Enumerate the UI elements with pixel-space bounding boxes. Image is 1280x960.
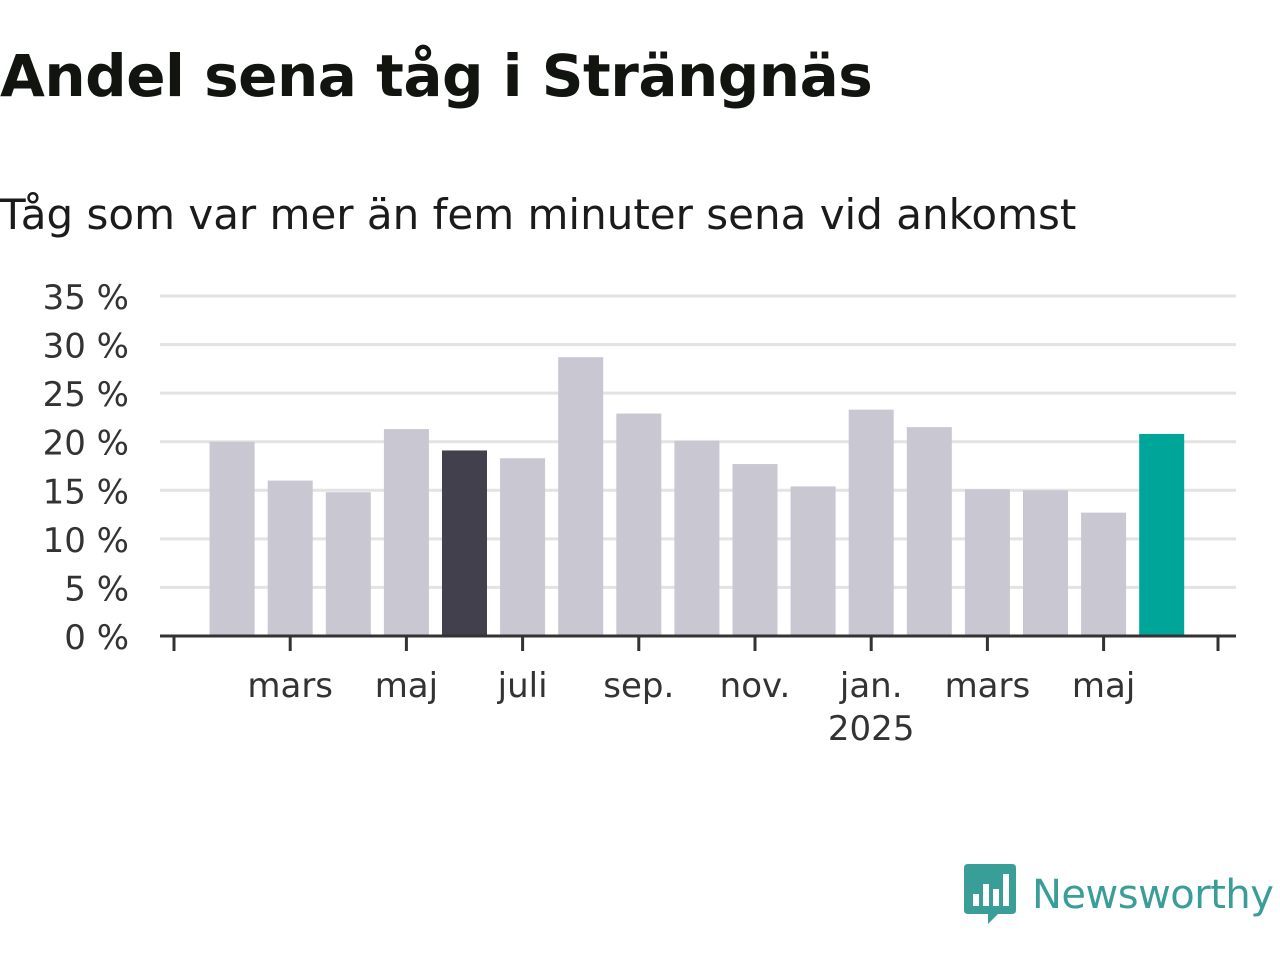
x-tick-label: juli — [497, 666, 548, 706]
chart-title: Andel sena tåg i Strängnäs — [0, 42, 873, 110]
bar — [442, 450, 487, 636]
x-tick-label: nov. — [720, 666, 791, 706]
bar — [1081, 512, 1127, 636]
x-tick-label: mars — [945, 666, 1031, 706]
bar — [616, 413, 662, 636]
x-tick-label: jan. — [839, 666, 903, 706]
y-tick-label: 20 % — [43, 424, 129, 464]
chart-bubble-icon — [964, 864, 1016, 924]
bar — [500, 458, 546, 636]
y-tick-label: 0 % — [64, 618, 129, 658]
bar — [558, 357, 604, 636]
x-tick-label: mars — [247, 666, 333, 706]
bar — [209, 441, 255, 636]
x-tick-label: maj — [1072, 666, 1135, 706]
bar — [906, 427, 952, 636]
newsworthy-logo: Newsworthy — [964, 864, 1274, 926]
bar-chart: 0 % 5 % 10 % 15 % 20 % 25 % 30 % 35 % mars maj jul… — [43, 278, 1236, 749]
y-tick-label: 30 % — [43, 327, 129, 367]
bar — [848, 409, 894, 636]
y-tick-label: 35 % — [43, 278, 129, 318]
y-tick-label: 10 % — [43, 521, 129, 561]
bar — [383, 429, 429, 636]
chart-subtitle: Tåg som var mer än fem minuter sena vid … — [0, 190, 1077, 239]
bar — [1023, 490, 1068, 636]
bar — [732, 464, 778, 636]
x-tick-label: maj — [375, 666, 438, 706]
bar — [1139, 433, 1185, 636]
x-tick-sublabel: 2025 — [828, 709, 915, 749]
x-tick-label: sep. — [603, 666, 674, 706]
bar — [964, 489, 1010, 636]
bar — [674, 440, 720, 636]
logo-text: Newsworthy — [1032, 872, 1274, 918]
y-tick-label: 5 % — [64, 569, 129, 609]
bar — [790, 486, 836, 636]
y-tick-label: 25 % — [43, 375, 129, 415]
bar — [325, 492, 371, 636]
y-tick-label: 15 % — [43, 472, 129, 512]
bar — [267, 480, 313, 636]
